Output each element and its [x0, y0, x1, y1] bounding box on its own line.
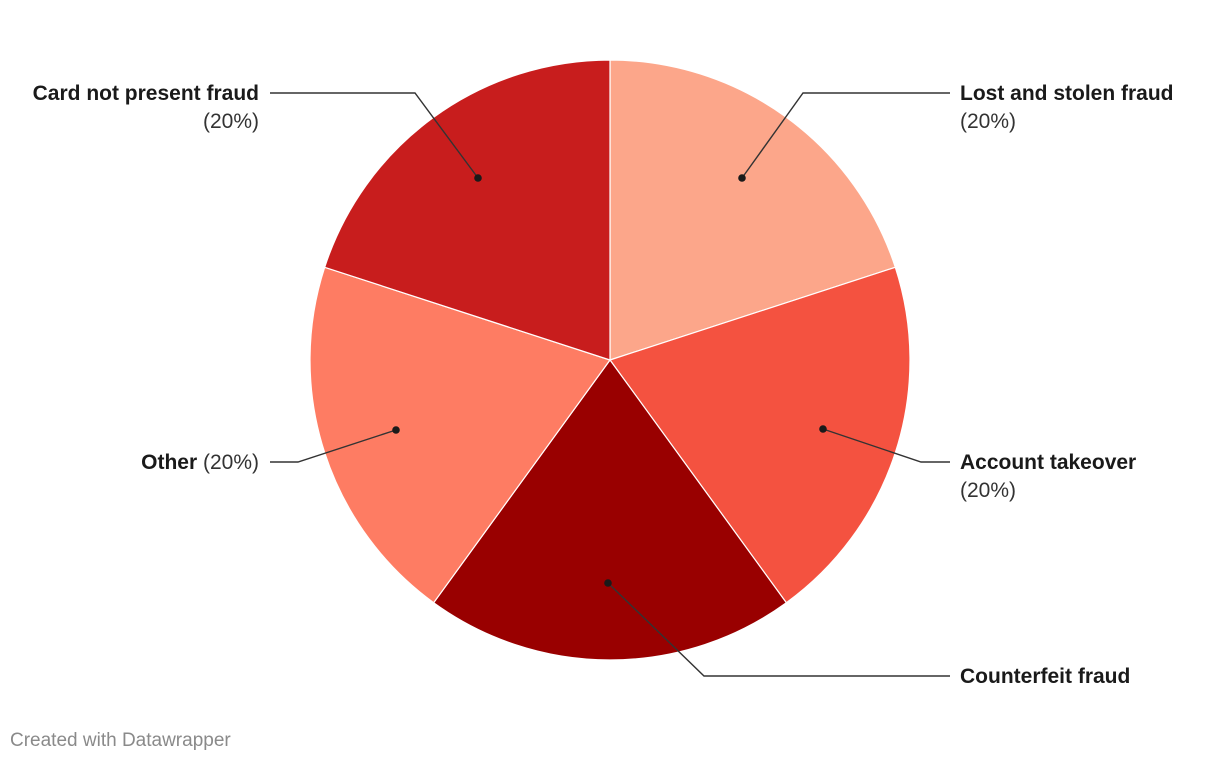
- slice-label-name: Counterfeit fraud: [960, 665, 1130, 688]
- leader-dot: [392, 426, 400, 434]
- leader-dot: [738, 174, 746, 182]
- slice-label: Account takeover (20%): [960, 451, 1136, 502]
- slice-label-name: Account takeover: [960, 451, 1136, 474]
- slice-label-percent: (20%): [960, 110, 1016, 133]
- leader-line: [822, 428, 950, 463]
- slice-label: Counterfeit fraud: [960, 665, 1130, 688]
- pie-slices: [309, 59, 911, 661]
- pie-slice-counterfeit-fraud[interactable]: [432, 358, 788, 661]
- slice-label-percent: (20%): [960, 479, 1016, 502]
- datawrapper-credit[interactable]: Created with Datawrapper: [10, 730, 231, 751]
- leader-line: [607, 582, 950, 677]
- slice-label-percent: (20%): [197, 451, 259, 474]
- slice-label-name: Other: [141, 451, 197, 474]
- leader-line: [741, 92, 950, 179]
- slice-label: Card not present fraud (20%): [33, 82, 259, 133]
- slice-label-percent: (20%): [203, 110, 259, 133]
- leader-line: [270, 92, 479, 179]
- leader-dot: [819, 425, 827, 433]
- slice-label: Other (20%): [141, 451, 259, 474]
- leader-dot: [474, 174, 482, 182]
- leader-dot: [604, 579, 612, 587]
- slice-label: Lost and stolen fraud (20%): [960, 82, 1174, 133]
- slice-label-name: Card not present fraud: [33, 82, 259, 105]
- leader-line: [270, 429, 397, 463]
- slice-labels: Lost and stolen fraud (20%)Account takeov…: [33, 82, 1174, 688]
- slice-label-name: Lost and stolen fraud: [960, 82, 1174, 105]
